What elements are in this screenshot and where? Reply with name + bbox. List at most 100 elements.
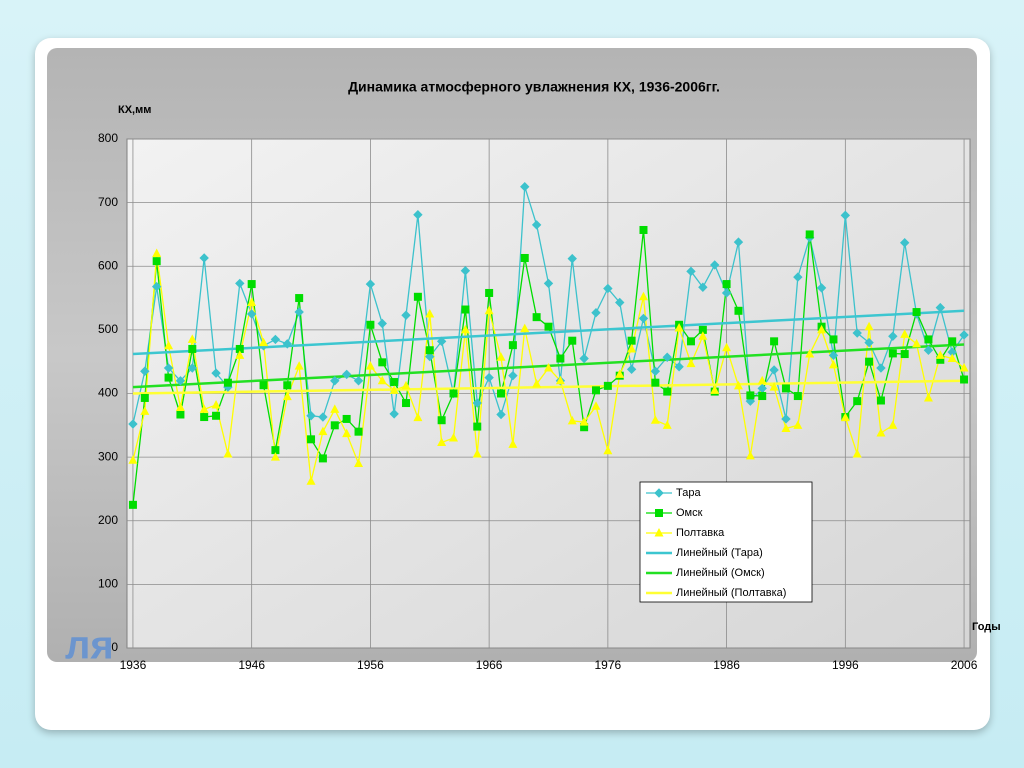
square-marker	[900, 350, 909, 359]
triangle-marker	[496, 352, 506, 361]
square-marker	[259, 381, 268, 390]
triangle-marker	[342, 428, 352, 438]
x-tick-label: 1966	[476, 658, 503, 672]
triangle-marker	[638, 291, 648, 301]
diamond-marker	[923, 345, 934, 355]
diamond-marker	[330, 376, 340, 386]
diamond-marker	[935, 302, 946, 313]
square-marker	[342, 414, 351, 423]
triangle-marker	[449, 433, 459, 442]
triangle-marker	[413, 412, 423, 422]
diamond-marker	[686, 266, 696, 277]
diamond-marker	[662, 352, 672, 362]
diamond-marker	[543, 278, 554, 289]
square-marker	[591, 386, 600, 395]
diamond-marker	[876, 363, 886, 373]
triangle-marker	[140, 406, 150, 415]
triangle-marker	[425, 308, 435, 318]
legend-label: Линейный (Омск)	[676, 567, 765, 579]
diamond-marker	[365, 279, 376, 289]
diamond-marker	[828, 350, 839, 361]
triangle-marker	[615, 369, 625, 378]
diamond-marker	[187, 363, 198, 373]
diamond-marker	[769, 365, 779, 375]
diamond-marker	[270, 334, 281, 345]
triangle-marker	[235, 350, 245, 359]
square-marker	[188, 344, 197, 353]
square-marker	[655, 509, 663, 517]
diamond-marker	[377, 318, 387, 329]
triangle-marker	[472, 448, 482, 458]
square-marker	[544, 322, 553, 331]
square-marker	[247, 280, 256, 289]
diamond-marker	[484, 372, 494, 383]
triangle-marker	[769, 382, 779, 391]
square-marker	[485, 288, 494, 297]
square-marker	[235, 344, 244, 353]
triangle-marker	[817, 324, 827, 334]
square-marker	[164, 373, 173, 382]
x-axis-label: Годы	[972, 621, 1001, 633]
diamond-marker	[520, 182, 530, 192]
square-marker	[781, 384, 790, 393]
triangle-marker	[306, 476, 316, 485]
triangle-marker	[401, 380, 411, 390]
square-marker	[627, 336, 636, 345]
triangle-marker	[793, 420, 803, 429]
triangle-marker	[805, 349, 815, 358]
y-tick-label: 600	[98, 258, 118, 272]
triangle-marker	[567, 415, 577, 425]
square-marker	[888, 349, 897, 358]
square-marker	[508, 341, 517, 350]
triangle-marker	[532, 378, 542, 388]
diamond-marker	[899, 238, 910, 248]
diamond-marker	[235, 278, 245, 289]
triangle-marker	[128, 455, 138, 464]
square-marker	[948, 337, 957, 346]
trend-line	[132, 309, 965, 356]
triangle-marker	[223, 448, 233, 458]
triangle-marker	[662, 420, 672, 429]
y-tick-label: 0	[111, 640, 118, 654]
diamond-marker	[353, 376, 364, 386]
triangle-marker	[591, 401, 601, 410]
diamond-marker	[698, 282, 708, 292]
square-marker	[437, 416, 446, 425]
triangle-marker	[187, 334, 197, 343]
triangle-marker	[294, 361, 304, 370]
square-marker	[876, 396, 885, 405]
x-tick-label: 2006	[951, 658, 978, 672]
square-marker	[461, 305, 470, 314]
square-marker	[473, 422, 482, 431]
y-tick-label: 300	[98, 449, 118, 463]
legend-box	[639, 481, 813, 603]
diamond-marker	[413, 210, 423, 220]
triangle-marker	[389, 385, 399, 394]
y-tick-label: 100	[98, 577, 118, 591]
triangle-marker	[627, 343, 637, 353]
square-marker	[651, 378, 660, 387]
legend-label: Линейный (Тара)	[676, 547, 763, 559]
triangle-marker	[330, 404, 340, 413]
legend-label: Полтавка	[676, 527, 725, 539]
square-marker	[176, 410, 185, 419]
square-marker	[580, 423, 589, 432]
y-tick-label: 200	[98, 513, 118, 527]
diamond-marker	[128, 419, 138, 429]
diamond-marker	[151, 281, 162, 292]
triangle-marker	[900, 329, 910, 338]
x-tick-label: 1936	[120, 658, 147, 672]
square-marker	[378, 358, 387, 367]
square-marker	[912, 308, 921, 317]
diamond-marker	[163, 363, 174, 373]
square-marker	[402, 399, 411, 408]
triangle-marker	[579, 417, 589, 426]
diamond-marker	[341, 369, 352, 380]
square-marker	[734, 306, 743, 315]
watermark: ля	[65, 624, 114, 668]
square-marker	[829, 335, 838, 344]
square-marker	[924, 335, 933, 344]
diamond-marker	[294, 307, 304, 317]
square-marker	[865, 357, 874, 366]
diamond-marker	[615, 297, 625, 308]
